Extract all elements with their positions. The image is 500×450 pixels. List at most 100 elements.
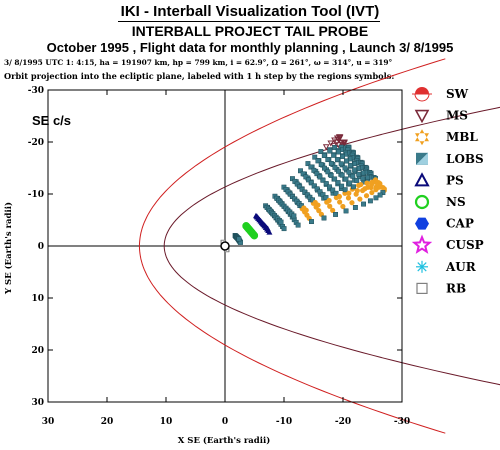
legend-label-ns: NS [446, 195, 466, 209]
boundary-curve-0 [138, 58, 446, 434]
orbit-marker-mbl [316, 208, 322, 214]
legend-label-ps: PS [446, 173, 464, 187]
orbit-marker-ms [333, 139, 341, 146]
legend-symbol-aur-ray [417, 262, 427, 272]
orbit-marker-mbl [373, 184, 379, 190]
orbit-marker-lobs [299, 186, 305, 192]
x-tick-label: -30 [394, 417, 410, 427]
orbit-marker-mbl [340, 203, 346, 210]
orbit-marker-lobs [327, 184, 332, 190]
orbit-marker-lobs [314, 171, 320, 177]
orbit-marker-lobs [320, 177, 326, 183]
orbit-marker-lobs [340, 154, 345, 159]
y-tick-label: -10 [28, 190, 44, 200]
orbit-marker-lobs [315, 158, 321, 164]
orbit-marker-lobs [350, 173, 356, 179]
orbit-marker-lobs [306, 177, 312, 183]
orbit-marker-lobs [312, 154, 318, 160]
orbit-marker-lobs [343, 208, 349, 214]
boundary-curve-1 [163, 106, 500, 386]
orbit-marker-lobs [304, 192, 310, 198]
orbit-marker-lobs [338, 161, 344, 167]
y-tick-label: 20 [31, 346, 44, 356]
orbit-marker-mbl [349, 200, 355, 206]
orbit-marker-lobs [332, 145, 338, 150]
orbit-marker-lobs [361, 201, 366, 207]
orbit-marker-lobs [348, 162, 353, 168]
orbit-marker-mbl [363, 193, 370, 199]
orbit-marker-lobs [311, 167, 317, 173]
orbit-marker-mbl [336, 193, 342, 200]
orbit-marker-lobs [373, 195, 379, 201]
boundary-curves [138, 58, 500, 434]
x-axis-label: X SE (Earth's radii) [178, 435, 270, 446]
legend-symbol-sw [415, 87, 429, 94]
orbit-marker-lobs [322, 165, 327, 171]
title-underline [118, 21, 380, 22]
orbit-marker-lobs [321, 153, 327, 159]
x-tick-label: 30 [42, 417, 55, 427]
orbit-marker-lobs [336, 168, 341, 174]
orbit-marker-lobs [328, 172, 334, 178]
orbit-marker-lobs [310, 197, 316, 203]
orbit-marker-mbl [369, 179, 375, 185]
orbit-marker-lobs [278, 219, 284, 225]
orbit-marker-ps [266, 229, 273, 235]
orbit-marker-lobs [321, 215, 327, 221]
orbit-marker-lobs [339, 172, 345, 178]
orbit-marker-ms [322, 144, 330, 151]
orbit-marker-lobs [342, 187, 348, 193]
orbit-marker-lobs [344, 158, 349, 164]
orbit-marker-lobs [318, 162, 324, 167]
legend-symbol-ns [414, 194, 430, 210]
orbit-marker-lobs [380, 190, 386, 196]
legend-symbol-ps [414, 172, 430, 187]
orbit-marker-lobs [328, 161, 334, 166]
orbit-marker-lobs [298, 168, 303, 174]
legend-label-aur: AUR [445, 260, 477, 274]
legend-symbol-ms [414, 109, 430, 124]
orbit-marker-lobs [317, 189, 323, 195]
orbit-marker-lobs [351, 184, 356, 190]
orbit-marker-lobs [354, 177, 360, 183]
orbit-marker-lobs [356, 171, 362, 177]
orbit-marker-lobs [325, 169, 331, 175]
orbit-marker-lobs [333, 190, 339, 196]
orbit-marker-lobs [281, 226, 287, 232]
x-tick-label: -10 [276, 417, 292, 427]
orbit-marker-lobs [320, 192, 326, 198]
orbit-marker-lobs [335, 180, 341, 186]
orbit-marker-lobs [236, 236, 242, 242]
legend: SW MS MBL LOBS PS NS CAP CUSP AUR RB [411, 87, 484, 295]
orbit-marker-lobs [295, 222, 301, 228]
orbit-marker-lobs [302, 189, 308, 195]
orbit-marker-lobs [346, 169, 352, 175]
y-axis-label: Y SE (Earth's radii) [3, 202, 14, 295]
orbit-marker-lobs [317, 174, 323, 180]
legend-label-cusp: CUSP [446, 238, 484, 252]
y-tick-label: -30 [28, 86, 44, 96]
orbit-marker-lobs [352, 167, 358, 173]
orbit-marker-lobs [330, 187, 336, 193]
y-tick-label: 10 [31, 294, 44, 304]
orbit-marker-mbl [315, 202, 321, 208]
orbit-marker-lobs [334, 157, 340, 163]
orbit-marker-lobs [360, 176, 366, 182]
orbit-marker-lobs [307, 194, 313, 200]
orbit-marker-mbl [337, 199, 343, 205]
orbit-marker-lobs [308, 164, 314, 170]
orbit-marker-mbl [368, 184, 374, 191]
orbit-marker-lobs [297, 184, 303, 190]
x-tick-label: -20 [335, 417, 351, 427]
orbit-marker-lobs [352, 205, 358, 210]
legend-label-ms: MS [446, 109, 468, 123]
orbit-marker-lobs [331, 152, 337, 158]
orbit-params: 3/ 8/1995 UTC 1: 4:15, ha = 191907 km, h… [4, 58, 393, 67]
orbit-marker-lobs [336, 149, 342, 155]
mission-line: October 1995 , Flight data for monthly p… [46, 40, 454, 55]
x-tick-label: 0 [222, 417, 228, 427]
orbit-marker-lobs [314, 186, 320, 192]
x-tick-label: 20 [101, 417, 114, 427]
y-tick-label: 30 [31, 398, 44, 408]
